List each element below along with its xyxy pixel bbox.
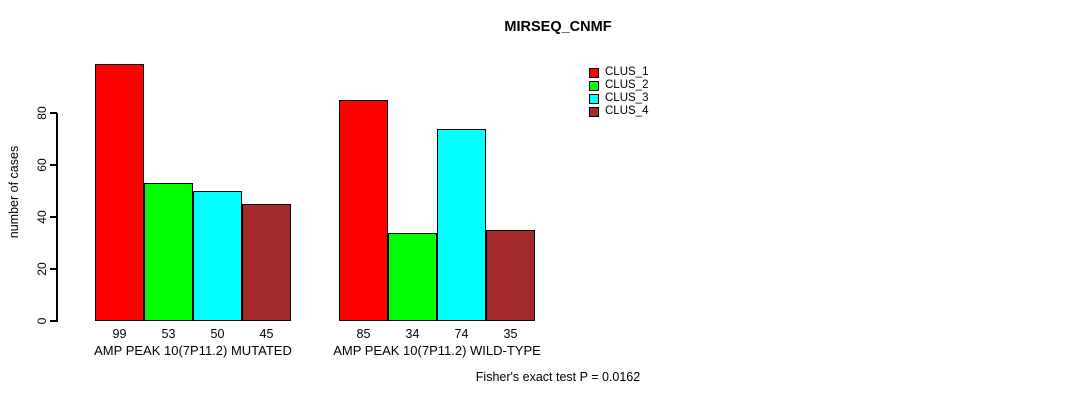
y-axis-label: number of cases <box>7 145 21 239</box>
legend-swatch-icon <box>589 93 599 104</box>
legend-swatch-icon <box>589 67 599 78</box>
legend: CLUS_1 CLUS_2 CLUS_3 CLUS_4 <box>589 66 648 118</box>
y-tick-mark <box>50 268 57 270</box>
y-tick-label: 80 <box>35 106 49 120</box>
bar-value-label: 85 <box>356 327 371 341</box>
annotation-text: Fisher's exact test P = 0.0162 <box>475 370 641 384</box>
legend-item: CLUS_3 <box>589 92 648 105</box>
legend-label: CLUS_4 <box>605 105 649 117</box>
bar-value-label: 74 <box>454 327 469 341</box>
legend-item: CLUS_2 <box>589 79 648 92</box>
y-tick-label: 40 <box>35 210 49 224</box>
bar-clus_2 <box>388 232 437 321</box>
y-tick-mark <box>50 164 57 166</box>
bar-value-label: 45 <box>259 327 274 341</box>
legend-item: CLUS_4 <box>589 105 648 118</box>
y-axis-line <box>56 113 58 322</box>
bar-clus_4 <box>486 230 535 321</box>
y-tick-label: 60 <box>35 158 49 172</box>
legend-item: CLUS_1 <box>589 66 648 79</box>
legend-label: CLUS_1 <box>605 66 649 78</box>
legend-label: CLUS_3 <box>605 92 649 104</box>
y-tick-mark <box>50 216 57 218</box>
bar-value-label: 50 <box>210 327 225 341</box>
bar-clus_2 <box>144 183 193 321</box>
bar-clus_1 <box>339 100 388 321</box>
bar-value-label: 34 <box>405 327 420 341</box>
chart-title: MIRSEQ_CNMF <box>504 19 612 35</box>
y-tick-label: 0 <box>35 317 49 325</box>
bar-clus_1 <box>95 63 144 321</box>
legend-swatch-icon <box>589 106 599 117</box>
bar-value-label: 35 <box>503 327 518 341</box>
legend-swatch-icon <box>589 80 599 91</box>
y-tick-mark <box>50 320 57 322</box>
bar-clus_4 <box>242 204 291 321</box>
bar-value-label: 99 <box>112 327 127 341</box>
bar-clus_3 <box>437 128 486 321</box>
bar-clus_3 <box>193 191 242 321</box>
y-tick-label: 20 <box>35 262 49 276</box>
y-tick-mark <box>50 112 57 114</box>
x-group-label: AMP PEAK 10(7P11.2) WILD-TYPE <box>333 343 541 358</box>
legend-label: CLUS_2 <box>605 79 649 91</box>
bar-value-label: 53 <box>161 327 176 341</box>
x-group-label: AMP PEAK 10(7P11.2) MUTATED <box>94 343 292 358</box>
